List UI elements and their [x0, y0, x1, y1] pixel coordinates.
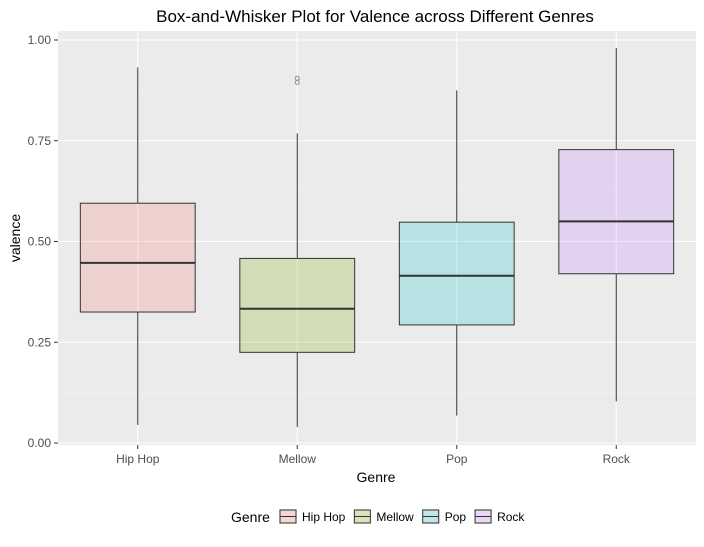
x-axis-label: Genre: [357, 469, 396, 485]
chart-title: Box-and-Whisker Plot for Valence across …: [156, 7, 594, 26]
y-axis: 0.00 0.25 0.50 0.75 1.00: [28, 33, 58, 450]
legend-item-pop: Pop: [421, 509, 467, 524]
legend-label: Pop: [445, 510, 467, 524]
x-tick-label: Mellow: [279, 452, 317, 466]
legend-item-hip-hop: Hip Hop: [279, 509, 346, 524]
y-tick-label: 1.00: [28, 33, 52, 47]
legend-label: Rock: [497, 510, 525, 524]
plot-panel: [58, 31, 696, 445]
x-tick-label: Rock: [603, 452, 631, 466]
box-iqr: [239, 257, 356, 353]
box-iqr: [398, 221, 515, 326]
y-axis-label: valence: [7, 214, 23, 262]
y-tick-label: 0.25: [28, 335, 52, 349]
legend-title: Genre: [231, 509, 270, 525]
x-axis: Hip Hop Mellow Pop Rock: [116, 445, 631, 466]
y-tick-label: 0.50: [28, 235, 52, 249]
box-iqr: [79, 202, 196, 313]
outlier-point: [294, 75, 300, 81]
legend-label: Hip Hop: [302, 510, 346, 524]
box-layer: [79, 48, 675, 427]
box-mellow: [239, 75, 356, 427]
box-rock: [558, 48, 675, 402]
legend-label: Mellow: [376, 510, 414, 524]
legend-item-mellow: Mellow: [353, 509, 414, 524]
box-pop: [398, 90, 515, 416]
legend-item-rock: Rock: [474, 509, 525, 524]
box-hip-hop: [79, 67, 196, 425]
x-tick-label: Pop: [446, 452, 468, 466]
y-tick-label: 0.00: [28, 436, 52, 450]
box-iqr: [558, 149, 675, 275]
y-tick-label: 0.75: [28, 134, 52, 148]
x-tick-label: Hip Hop: [116, 452, 160, 466]
legend: Genre Hip Hop Mellow Pop Rock: [231, 509, 525, 525]
